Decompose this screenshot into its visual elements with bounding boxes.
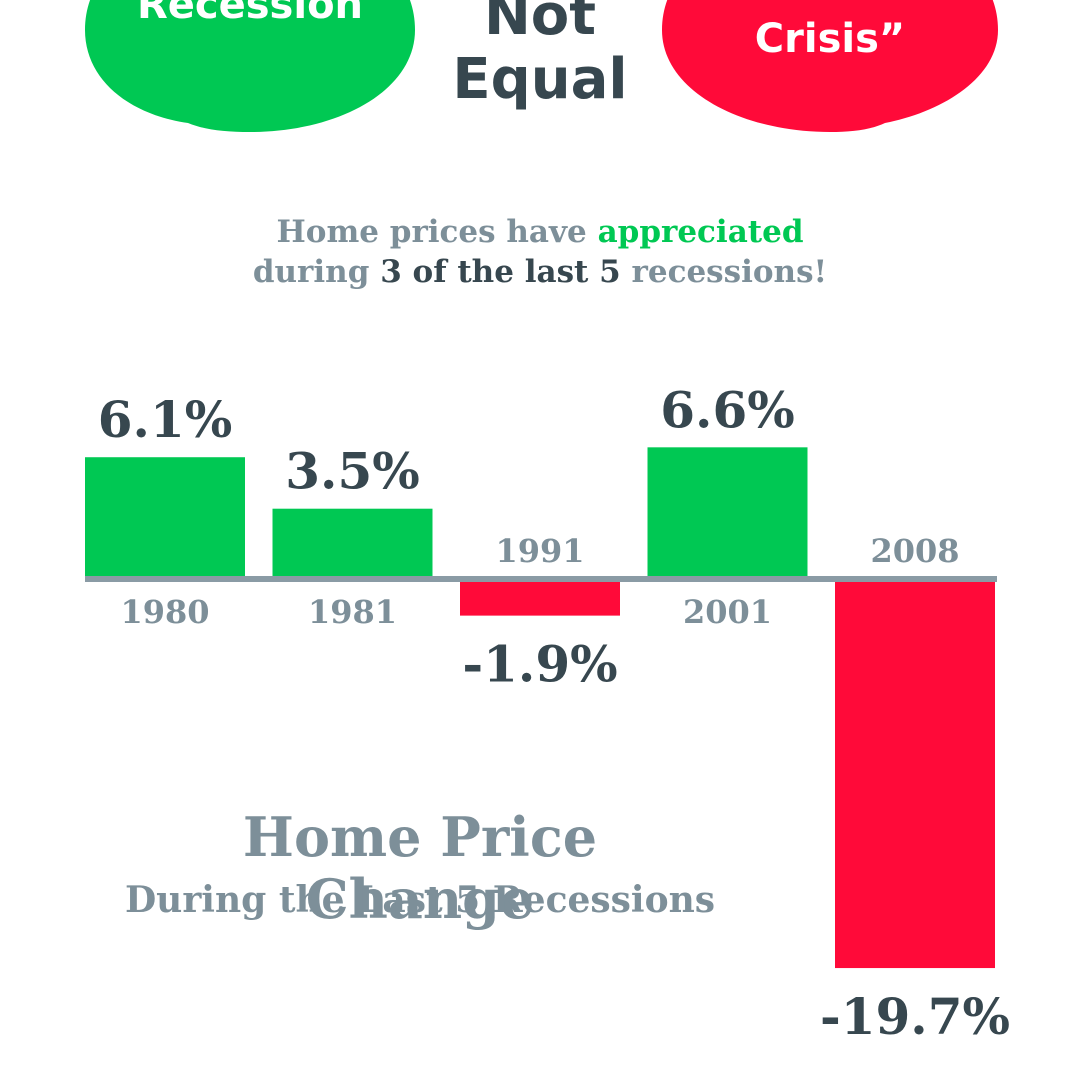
bar-1981 <box>272 508 433 578</box>
left-bubble-text: Recession <box>136 0 364 28</box>
subtitle-highlight: appreciated <box>597 214 804 250</box>
category-label-1991: 1991 <box>495 532 584 570</box>
subtitle-line2-suffix: recessions! <box>620 254 828 290</box>
not-equal-line1: Not <box>483 0 597 48</box>
subtitle-line2-prefix: during <box>252 254 381 290</box>
right-bubble-text: Crisis” <box>754 16 906 62</box>
value-label-1981: 3.5% <box>285 442 420 501</box>
chart-subtitle: During the Last 5 Recessions <box>124 879 716 921</box>
not-equal-heading: Not Equal <box>430 0 650 112</box>
category-label-1980: 1980 <box>120 593 209 631</box>
bar-2008 <box>835 578 995 969</box>
bar-2001 <box>647 447 808 578</box>
value-label-2001: 6.6% <box>660 380 795 439</box>
left-speech-bubble <box>85 0 415 158</box>
subtitle-line2: during 3 of the last 5 recessions! <box>0 252 1080 292</box>
bar-1980 <box>85 457 245 578</box>
subtitle: Home prices have appreciated during 3 of… <box>0 212 1080 292</box>
speech-bubbles <box>85 0 998 158</box>
right-speech-bubble <box>662 0 998 158</box>
category-label-2001: 2001 <box>683 593 772 631</box>
category-label-2008: 2008 <box>870 532 959 570</box>
chart-title: Home Price Change <box>242 805 598 931</box>
bar-1991 <box>460 578 620 616</box>
x-axis-line <box>85 576 997 582</box>
subtitle-line1-prefix: Home prices have <box>276 214 598 250</box>
value-label-1980: 6.1% <box>98 390 233 449</box>
value-label-1991: -1.9% <box>462 635 617 694</box>
category-label-1981: 1981 <box>308 593 397 631</box>
subtitle-count: 3 of the last 5 <box>380 254 621 290</box>
subtitle-line1: Home prices have appreciated <box>0 212 1080 252</box>
value-label-2008: -19.7% <box>820 987 1010 1046</box>
not-equal-line2: Equal <box>452 47 628 112</box>
